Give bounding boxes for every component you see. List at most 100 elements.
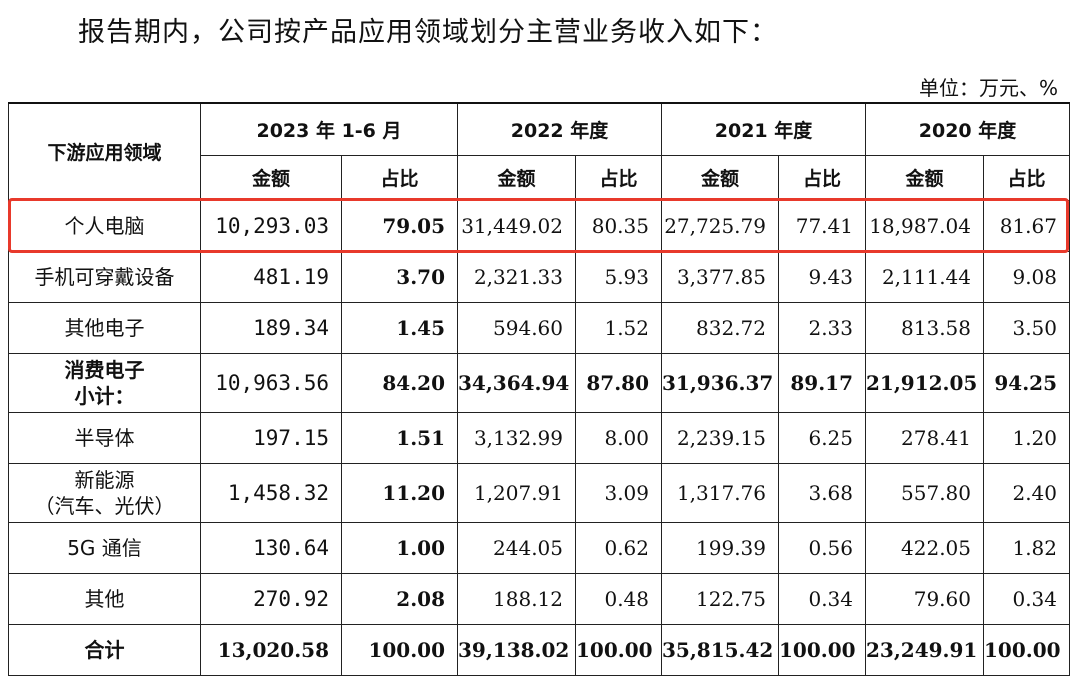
cell-amount: 130.64 xyxy=(200,521,342,574)
cell-ratio: 1.82 xyxy=(983,521,1070,574)
row-label-line: 其他电子 xyxy=(64,315,145,340)
cell-ratio: 94.25 xyxy=(983,352,1070,413)
cell-amount: 1,317.76 xyxy=(661,462,779,523)
cell-ratio: 6.25 xyxy=(778,411,866,464)
cell-amount: 35,815.42 xyxy=(661,623,779,676)
row-label-line: 5G 通信 xyxy=(67,535,142,560)
cell-amount: 481.19 xyxy=(200,250,342,303)
cell-ratio: 80.35 xyxy=(575,199,662,252)
revenue-table: 下游应用领域 2023 年 1-6 月 2022 年度 2021 年度 2020… xyxy=(8,102,1070,676)
cell-ratio: 81.67 xyxy=(983,199,1070,252)
row-label: 消费电子 小计： xyxy=(8,352,201,413)
header-ratio: 占比 xyxy=(341,154,458,201)
cell-amount: 594.60 xyxy=(457,301,576,354)
cell-amount: 10,963.56 xyxy=(200,352,342,413)
header-period-2020: 2020 年度 xyxy=(865,102,1070,156)
cell-amount: 270.92 xyxy=(200,572,342,625)
cell-ratio: 100.00 xyxy=(778,623,866,676)
header-ratio: 占比 xyxy=(778,154,866,201)
header-period-2021: 2021 年度 xyxy=(661,102,866,156)
cell-ratio: 100.00 xyxy=(983,623,1070,676)
cell-amount: 2,321.33 xyxy=(457,250,576,303)
table-row: 个人电脑 10,293.03 79.05 31,449.02 80.35 27,725.7… xyxy=(8,199,1070,252)
table-body: 个人电脑 10,293.03 79.05 31,449.02 80.35 27,725.7… xyxy=(8,199,1070,676)
cell-ratio: 100.00 xyxy=(575,623,662,676)
header-ratio: 占比 xyxy=(983,154,1070,201)
cell-ratio: 3.70 xyxy=(341,250,458,303)
cell-amount: 278.41 xyxy=(865,411,984,464)
row-label-line: 合计 xyxy=(84,637,125,662)
row-label: 新能源 （汽车、光伏） xyxy=(8,462,201,523)
cell-amount: 13,020.58 xyxy=(200,623,342,676)
cell-ratio: 2.40 xyxy=(983,462,1070,523)
cell-ratio: 0.34 xyxy=(778,572,866,625)
cell-ratio: 100.00 xyxy=(341,623,458,676)
cell-amount: 21,912.05 xyxy=(865,352,984,413)
cell-ratio: 3.68 xyxy=(778,462,866,523)
cell-amount: 31,449.02 xyxy=(457,199,576,252)
table-row: 半导体 197.15 1.51 3,132.99 8.00 2,239.15 6.25 278… xyxy=(8,411,1070,464)
row-label-line: 消费电子 xyxy=(64,357,145,382)
cell-ratio: 11.20 xyxy=(341,462,458,523)
cell-amount: 2,239.15 xyxy=(661,411,779,464)
header-amount: 金额 xyxy=(865,154,984,201)
row-label-line: 半导体 xyxy=(74,425,135,450)
cell-amount: 10,293.03 xyxy=(200,199,342,252)
cell-amount: 1,458.32 xyxy=(200,462,342,523)
row-label: 个人电脑 xyxy=(8,199,201,252)
table-row: 合计 13,020.58 100.00 39,138.02 100.00 35,815.4… xyxy=(8,623,1070,676)
cell-amount: 189.34 xyxy=(200,301,342,354)
cell-amount: 18,987.04 xyxy=(865,199,984,252)
cell-ratio: 0.34 xyxy=(983,572,1070,625)
cell-amount: 832.72 xyxy=(661,301,779,354)
cell-amount: 199.39 xyxy=(661,521,779,574)
cell-amount: 557.80 xyxy=(865,462,984,523)
header-amount: 金额 xyxy=(457,154,576,201)
row-label: 5G 通信 xyxy=(8,521,201,574)
cell-ratio: 3.50 xyxy=(983,301,1070,354)
cell-amount: 2,111.44 xyxy=(865,250,984,303)
cell-amount: 23,249.91 xyxy=(865,623,984,676)
table-row: 其他 270.92 2.08 188.12 0.48 122.75 0.34 79.60 0.3… xyxy=(8,572,1070,625)
cell-amount: 244.05 xyxy=(457,521,576,574)
cell-ratio: 89.17 xyxy=(778,352,866,413)
row-label: 半导体 xyxy=(8,411,201,464)
cell-ratio: 2.08 xyxy=(341,572,458,625)
cell-ratio: 0.56 xyxy=(778,521,866,574)
cell-ratio: 0.62 xyxy=(575,521,662,574)
cell-ratio: 0.48 xyxy=(575,572,662,625)
cell-amount: 3,377.85 xyxy=(661,250,779,303)
cell-ratio: 1.00 xyxy=(341,521,458,574)
table-row: 消费电子 小计： 10,963.56 84.20 34,364.94 87.80 31,93… xyxy=(8,352,1070,413)
cell-amount: 39,138.02 xyxy=(457,623,576,676)
header-period-2023h1: 2023 年 1-6 月 xyxy=(200,102,458,156)
row-label-line: （汽车、光伏） xyxy=(34,493,175,518)
row-label-line: 新能源 xyxy=(74,467,135,492)
row-label-line: 其他 xyxy=(84,586,125,611)
row-label-line: 小计： xyxy=(74,383,135,408)
table-row: 5G 通信 130.64 1.00 244.05 0.62 199.39 0.56 422.0… xyxy=(8,521,1070,574)
cell-amount: 188.12 xyxy=(457,572,576,625)
cell-ratio: 79.05 xyxy=(341,199,458,252)
header-ratio: 占比 xyxy=(575,154,662,201)
header-corner: 下游应用领域 xyxy=(8,102,201,201)
row-label-line: 个人电脑 xyxy=(64,213,145,238)
table-row: 新能源 （汽车、光伏） 1,458.32 11.20 1,207.91 3.09 1,317… xyxy=(8,462,1070,523)
header-amount: 金额 xyxy=(200,154,342,201)
cell-ratio: 84.20 xyxy=(341,352,458,413)
unit-note: 单位：万元、% xyxy=(918,76,1058,100)
table-row: 其他电子 189.34 1.45 594.60 1.52 832.72 2.33 813.58… xyxy=(8,301,1070,354)
intro-sentence: 报告期内，公司按产品应用领域划分主营业务收入如下： xyxy=(78,17,778,48)
cell-ratio: 3.09 xyxy=(575,462,662,523)
row-label: 其他 xyxy=(8,572,201,625)
cell-amount: 813.58 xyxy=(865,301,984,354)
cell-ratio: 1.51 xyxy=(341,411,458,464)
cell-amount: 197.15 xyxy=(200,411,342,464)
cell-ratio: 2.33 xyxy=(778,301,866,354)
table-row: 手机可穿戴设备 481.19 3.70 2,321.33 5.93 3,377.85 9.4… xyxy=(8,250,1070,303)
cell-ratio: 77.41 xyxy=(778,199,866,252)
cell-ratio: 87.80 xyxy=(575,352,662,413)
cell-amount: 422.05 xyxy=(865,521,984,574)
cell-ratio: 9.08 xyxy=(983,250,1070,303)
cell-ratio: 5.93 xyxy=(575,250,662,303)
